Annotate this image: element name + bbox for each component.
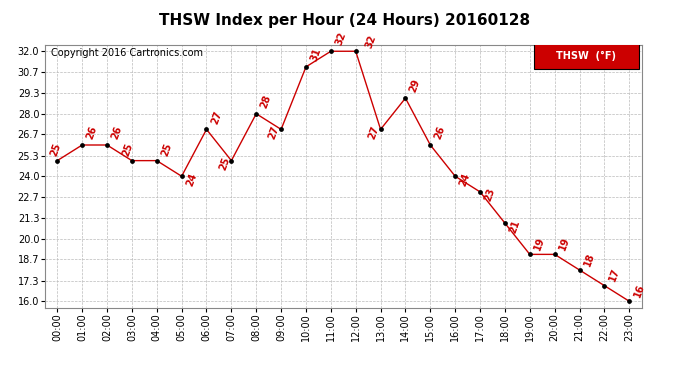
Text: 16: 16 xyxy=(632,282,646,298)
Point xyxy=(500,220,511,226)
Text: 32: 32 xyxy=(334,31,348,47)
Point xyxy=(300,64,311,70)
Point xyxy=(325,48,336,54)
Text: 24: 24 xyxy=(458,171,472,188)
Text: Copyright 2016 Cartronics.com: Copyright 2016 Cartronics.com xyxy=(51,48,203,58)
Text: 27: 27 xyxy=(366,124,381,141)
Point xyxy=(400,95,411,101)
Text: 27: 27 xyxy=(209,109,224,125)
Text: 29: 29 xyxy=(408,78,422,94)
Text: 25: 25 xyxy=(217,156,231,172)
Text: 26: 26 xyxy=(110,125,124,141)
Text: 21: 21 xyxy=(508,218,522,234)
Point xyxy=(226,158,237,164)
Text: 26: 26 xyxy=(85,125,99,141)
Point xyxy=(101,142,112,148)
Point xyxy=(126,158,137,164)
Text: 26: 26 xyxy=(433,125,447,141)
Point xyxy=(275,126,286,132)
Point xyxy=(52,158,63,164)
Text: 25: 25 xyxy=(159,142,174,158)
Text: THSW  (°F): THSW (°F) xyxy=(557,51,616,60)
FancyBboxPatch shape xyxy=(534,42,639,69)
Text: 24: 24 xyxy=(184,171,199,188)
Text: 28: 28 xyxy=(259,93,273,110)
Point xyxy=(351,48,362,54)
Point xyxy=(77,142,88,148)
Text: THSW Index per Hour (24 Hours) 20160128: THSW Index per Hour (24 Hours) 20160128 xyxy=(159,13,531,28)
Text: 17: 17 xyxy=(607,267,621,283)
Text: 31: 31 xyxy=(308,46,323,63)
Point xyxy=(574,267,585,273)
Text: 18: 18 xyxy=(582,251,596,267)
Point xyxy=(201,126,212,132)
Text: 19: 19 xyxy=(558,236,571,252)
Point xyxy=(176,173,187,179)
Point xyxy=(425,142,436,148)
Point xyxy=(624,298,635,304)
Point xyxy=(475,189,486,195)
Point xyxy=(524,251,535,257)
Text: 19: 19 xyxy=(533,236,546,252)
Point xyxy=(375,126,386,132)
Text: 23: 23 xyxy=(483,187,497,203)
Point xyxy=(549,251,560,257)
Text: 25: 25 xyxy=(49,142,63,158)
Point xyxy=(599,283,610,289)
Text: 25: 25 xyxy=(121,142,135,158)
Text: 32: 32 xyxy=(364,34,378,50)
Point xyxy=(250,111,262,117)
Text: 27: 27 xyxy=(267,124,282,141)
Point xyxy=(450,173,461,179)
Point xyxy=(151,158,162,164)
